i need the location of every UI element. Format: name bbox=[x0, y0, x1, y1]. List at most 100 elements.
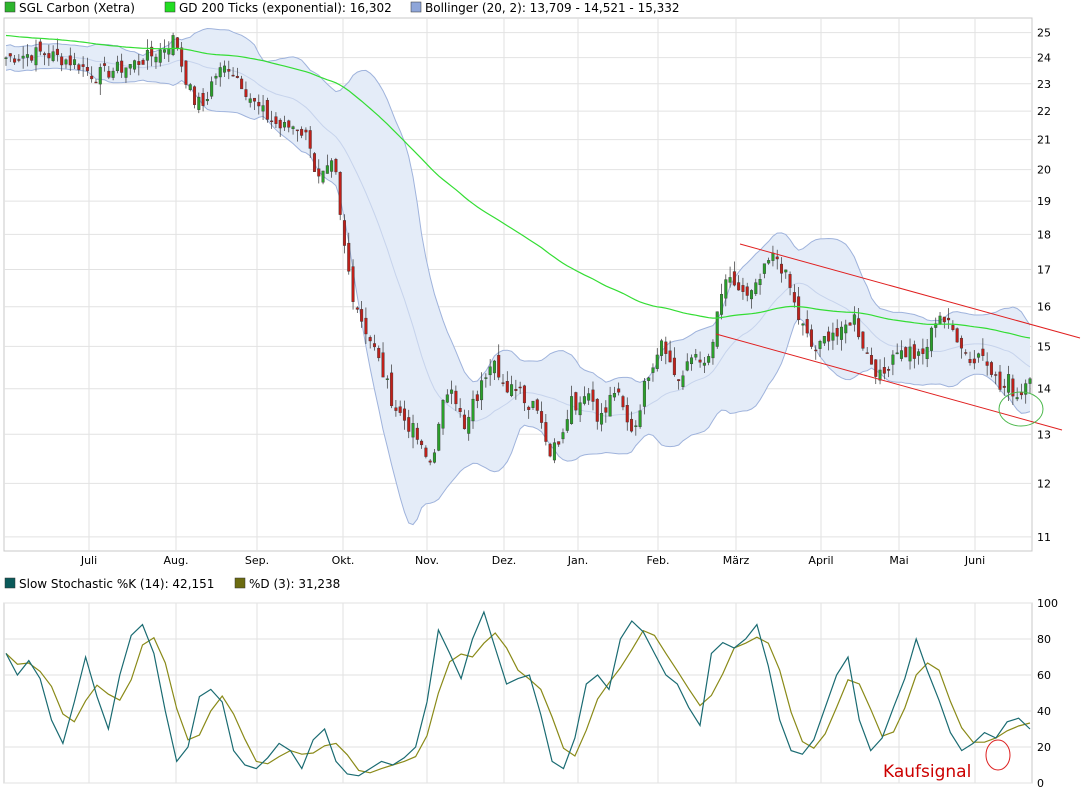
candle-body bbox=[775, 256, 779, 260]
candle-body bbox=[55, 48, 59, 55]
candle-body bbox=[180, 47, 184, 67]
candle-body bbox=[779, 263, 783, 274]
candle-body bbox=[171, 35, 175, 55]
candle-body bbox=[925, 346, 929, 360]
candle-body bbox=[535, 399, 539, 411]
candle-body bbox=[994, 374, 998, 376]
stochastic-y-tick-label: 60 bbox=[1037, 669, 1051, 682]
candle-body bbox=[394, 407, 398, 411]
candle-body bbox=[64, 59, 68, 65]
candle-body bbox=[827, 331, 831, 342]
candle-body bbox=[604, 407, 608, 413]
candle-body bbox=[214, 75, 218, 79]
candle-body bbox=[13, 58, 17, 63]
candle-body bbox=[34, 47, 38, 66]
candle-body bbox=[437, 423, 441, 451]
candle-body bbox=[660, 340, 664, 356]
price-x-tick-label: Juni bbox=[964, 554, 985, 567]
stochastic-d-line bbox=[5, 629, 1031, 774]
candle-body bbox=[120, 60, 124, 73]
candle-body bbox=[664, 341, 668, 354]
candle-body bbox=[544, 422, 548, 442]
legend-label-sgl: SGL Carbon (Xetra) bbox=[19, 1, 135, 15]
candle-body bbox=[921, 348, 925, 354]
price-x-tick-label: Jan. bbox=[567, 554, 588, 567]
candle-body bbox=[25, 54, 29, 58]
candle-body bbox=[750, 290, 754, 300]
candle-body bbox=[1028, 378, 1032, 384]
candle-body bbox=[253, 97, 257, 102]
candle-body bbox=[51, 51, 55, 61]
candle-body bbox=[402, 408, 406, 421]
candle-body bbox=[330, 160, 334, 172]
candle-body bbox=[30, 55, 34, 61]
price-y-tick-label: 14 bbox=[1037, 383, 1051, 396]
candle-body bbox=[882, 367, 886, 374]
candle-body bbox=[17, 59, 21, 61]
price-y-tick-label: 25 bbox=[1037, 27, 1051, 40]
candle-body bbox=[385, 378, 389, 380]
price-y-tick-label: 18 bbox=[1037, 228, 1051, 241]
candle-body bbox=[398, 406, 402, 413]
candle-body bbox=[372, 343, 376, 348]
candle-body bbox=[480, 380, 484, 401]
candle-body bbox=[270, 120, 274, 123]
candle-body bbox=[809, 329, 813, 347]
candle-body bbox=[145, 49, 149, 61]
candle-body bbox=[291, 126, 295, 130]
candle-body bbox=[707, 356, 711, 363]
candle-body bbox=[672, 357, 676, 376]
candle-body bbox=[390, 372, 394, 407]
candle-body bbox=[381, 352, 385, 378]
candle-body bbox=[895, 352, 899, 355]
candle-body bbox=[947, 317, 951, 321]
candle-body bbox=[240, 78, 244, 90]
candle-body bbox=[501, 382, 505, 384]
candle-body bbox=[462, 414, 466, 430]
candle-body bbox=[951, 325, 955, 330]
candle-body bbox=[415, 427, 419, 440]
candle-body bbox=[184, 60, 188, 85]
price-x-axis: Juli Aug. Sep. Okt. Nov. Dez. Jan. Feb. März Apri… bbox=[80, 554, 985, 567]
candle-body bbox=[193, 86, 197, 105]
price-plot-frame bbox=[3, 17, 1033, 552]
price-y-tick-label: 11 bbox=[1037, 531, 1051, 544]
candle-body bbox=[634, 425, 638, 427]
candle-body bbox=[43, 53, 47, 56]
price-y-axis: 11 12 13 14 15 16 17 18 19 20 21 22 23 24 25 bbox=[1037, 27, 1051, 544]
candle-body bbox=[934, 323, 938, 328]
price-x-tick-label: Okt. bbox=[332, 554, 355, 567]
candle-body bbox=[407, 417, 411, 432]
legend-label-d: %D (3): 31,238 bbox=[249, 577, 340, 591]
legend-swatch-gd200 bbox=[164, 1, 176, 13]
kaufsignal-annotation: Kaufsignal bbox=[883, 762, 971, 782]
candle-body bbox=[998, 371, 1002, 390]
candle-body bbox=[647, 377, 651, 381]
price-panel: 11 12 13 14 15 16 17 18 19 20 21 22 23 24 25 Juli Aug. S… bbox=[3, 17, 1081, 567]
candle-body bbox=[107, 70, 111, 78]
candle-body bbox=[124, 67, 128, 78]
candle-body bbox=[201, 93, 205, 106]
candle-body bbox=[570, 396, 574, 424]
candle-body bbox=[831, 332, 835, 341]
trend-channel-upper bbox=[739, 243, 1081, 339]
candle-body bbox=[150, 46, 154, 57]
candle-body bbox=[904, 347, 908, 358]
candle-body bbox=[141, 59, 145, 65]
candle-body bbox=[912, 344, 916, 359]
candle-body bbox=[133, 60, 137, 70]
candle-body bbox=[698, 359, 702, 363]
buy-zone-circle bbox=[998, 391, 1044, 427]
candle-body bbox=[115, 61, 119, 72]
candle-body bbox=[8, 53, 12, 57]
candle-body bbox=[287, 120, 291, 128]
price-y-tick-label: 13 bbox=[1037, 428, 1051, 441]
candle-body bbox=[985, 361, 989, 366]
candle-body bbox=[445, 394, 449, 403]
candle-body bbox=[814, 349, 818, 352]
candle-body bbox=[368, 337, 372, 342]
candle-body bbox=[471, 398, 475, 422]
candle-body bbox=[38, 41, 42, 52]
candle-body bbox=[724, 279, 728, 299]
